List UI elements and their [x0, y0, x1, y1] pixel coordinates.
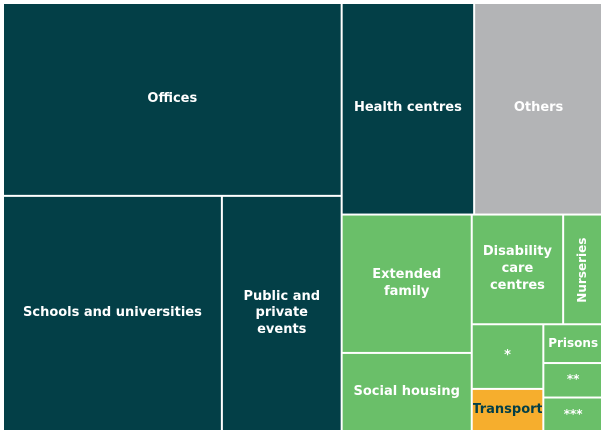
tile-label: Health centres: [353, 100, 462, 116]
tile-label-box: Transport: [472, 401, 543, 417]
tile-label-box: Nurseries: [575, 236, 590, 302]
tile: [472, 215, 563, 324]
tile-label-box: Public and private events: [243, 288, 321, 338]
tile: [342, 215, 471, 352]
tile-label: Social housing: [353, 384, 460, 399]
tile-label-box: Schools and universities: [23, 305, 202, 321]
tile-label: Transport: [472, 401, 543, 417]
tile: [222, 196, 341, 430]
tile-label-box: Offices: [147, 90, 198, 106]
tile: [342, 353, 471, 430]
tile-label: **: [566, 372, 580, 387]
tile-label-box: **: [566, 372, 580, 387]
tile-label-box: Health centres: [353, 100, 462, 116]
tile-label: Nurseries: [575, 236, 590, 302]
tile-label: *: [504, 348, 511, 364]
tile-label-box: Disability care centres: [482, 244, 552, 293]
tile-label-box: ***: [563, 406, 583, 421]
tile-label: Disability care centres: [482, 244, 552, 293]
tile: [544, 364, 601, 397]
tile: [544, 398, 601, 430]
tile-label-box: Others: [513, 100, 564, 116]
tile-label: Schools and universities: [23, 305, 202, 321]
tile: [472, 389, 543, 430]
tile-label: Public and private events: [243, 288, 321, 338]
tile-label: Others: [513, 100, 564, 116]
tile-label: ***: [563, 406, 583, 421]
tile: [342, 4, 474, 214]
tile-label-box: Prisons: [548, 335, 599, 350]
tile-label: Extended family: [372, 266, 442, 299]
tile: [475, 4, 601, 214]
tile-label-box: *: [504, 348, 511, 364]
tile-label-box: Extended family: [372, 266, 442, 299]
tile: [544, 325, 601, 363]
tile: [4, 4, 341, 195]
tile: [4, 196, 221, 430]
tile: [472, 325, 543, 388]
tile-label: Offices: [147, 90, 198, 106]
tile-label: Prisons: [548, 335, 599, 350]
tile: [564, 215, 601, 324]
tile-label-box: Social housing: [353, 384, 460, 399]
